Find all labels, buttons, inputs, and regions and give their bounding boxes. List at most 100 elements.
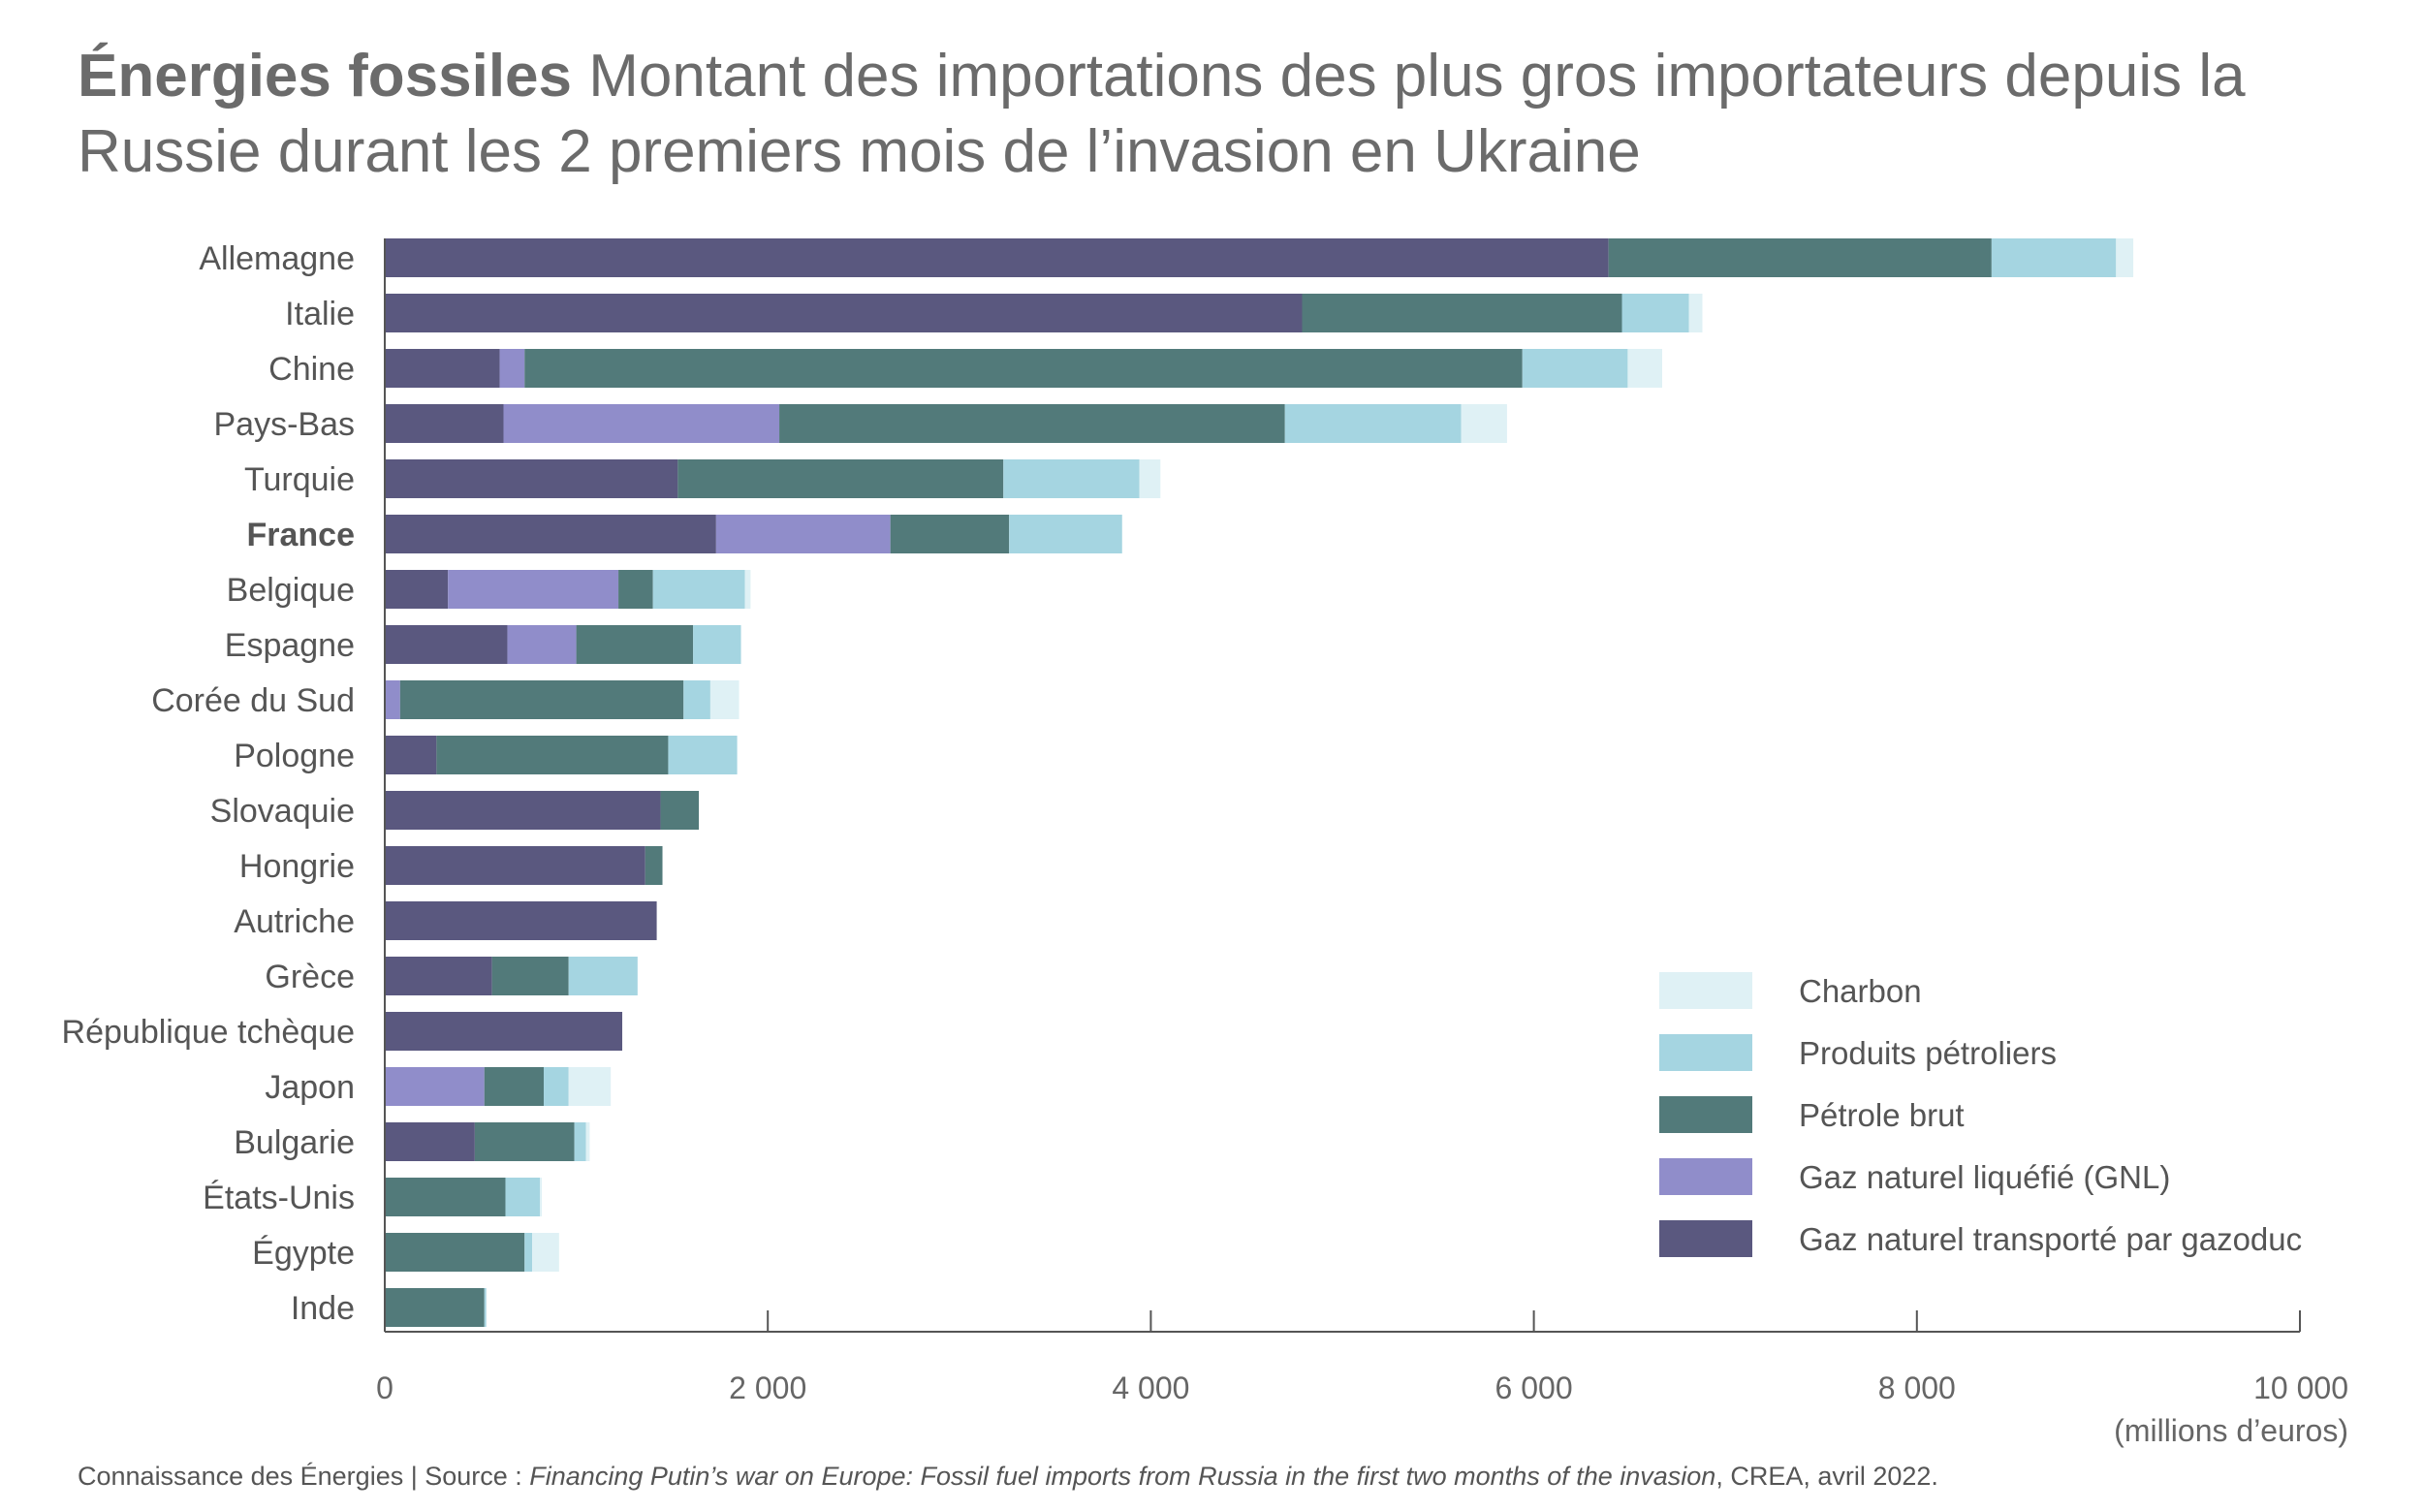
chart-title-rest: Montant des importations des plus gros i… bbox=[78, 43, 2246, 185]
bar-italie-petrole bbox=[1302, 294, 1622, 332]
category-label-belgique: Belgique bbox=[227, 572, 355, 609]
bar-france-petrole bbox=[890, 515, 1010, 553]
legend-label-petrole: Pétrole brut bbox=[1799, 1097, 1965, 1133]
category-label-coree-du-sud: Corée du Sud bbox=[151, 682, 355, 719]
x-tick-label-4000: 4 000 bbox=[1112, 1370, 1189, 1405]
category-label-autriche: Autriche bbox=[234, 903, 355, 940]
bar-espagne-gnl bbox=[507, 625, 577, 664]
bar-egypte-charbon bbox=[532, 1233, 559, 1272]
bar-hongrie-petrole bbox=[645, 846, 663, 885]
bar-pays-bas-gazoduc bbox=[385, 404, 504, 443]
bar-japon-gnl bbox=[385, 1067, 485, 1106]
bar-chine-charbon bbox=[1627, 349, 1662, 388]
legend-swatch-gazoduc bbox=[1659, 1220, 1752, 1257]
bar-autriche-gazoduc bbox=[385, 901, 657, 940]
bar-allemagne-gazoduc bbox=[385, 238, 1609, 277]
bar-coree-du-sud-petrole bbox=[399, 680, 684, 719]
bar-pays-bas-gnl bbox=[503, 404, 780, 443]
bar-pologne-gazoduc bbox=[385, 736, 437, 774]
category-label-hongrie: Hongrie bbox=[239, 848, 355, 885]
x-axis: 0 2 000 4 000 6 000 8 000 10 000 bbox=[376, 238, 2348, 1405]
category-label-egypte: Égypte bbox=[252, 1235, 355, 1272]
source-report-title: Financing Putin’s war on Europe: Fossil … bbox=[529, 1462, 1716, 1491]
legend-swatch-charbon bbox=[1659, 972, 1752, 1009]
legend-label-charbon: Charbon bbox=[1799, 973, 1922, 1009]
bar-espagne-petrole bbox=[576, 625, 694, 664]
bar-turquie-petrole bbox=[677, 459, 1004, 498]
bar-pays-bas-produits bbox=[1284, 404, 1462, 443]
category-labels-group: Allemagne Italie Chine Pays-Bas Turquie Franc… bbox=[62, 240, 355, 1327]
bar-italie-produits bbox=[1621, 294, 1689, 332]
category-label-japon: Japon bbox=[265, 1069, 355, 1106]
bar-inde-produits bbox=[484, 1288, 487, 1327]
bar-pologne-produits bbox=[668, 736, 738, 774]
bar-bulgarie-charbon bbox=[585, 1122, 590, 1161]
bar-bulgarie-gazoduc bbox=[385, 1122, 475, 1161]
bar-inde-petrole bbox=[385, 1288, 485, 1327]
bar-france-produits bbox=[1009, 515, 1122, 553]
bar-hongrie-gazoduc bbox=[385, 846, 645, 885]
bar-france-gnl bbox=[715, 515, 891, 553]
bar-chine-gazoduc bbox=[385, 349, 500, 388]
bar-japon-petrole bbox=[484, 1067, 545, 1106]
bar-bulgarie-petrole bbox=[474, 1122, 575, 1161]
legend-swatch-petrole bbox=[1659, 1096, 1752, 1133]
bar-egypte-produits bbox=[524, 1233, 533, 1272]
bar-chine-produits bbox=[1522, 349, 1628, 388]
legend: Charbon Produits pétroliers Pétrole brut Ga… bbox=[1659, 972, 2302, 1257]
legend-swatch-gnl bbox=[1659, 1158, 1752, 1195]
bar-coree-du-sud-charbon bbox=[709, 680, 739, 719]
x-tick-label-10000: 10 000 bbox=[2253, 1370, 2348, 1405]
category-label-inde: Inde bbox=[291, 1290, 355, 1327]
bar-japon-charbon bbox=[568, 1067, 612, 1106]
category-label-allemagne: Allemagne bbox=[199, 240, 355, 277]
chart-title: Énergies fossiles Montant des importatio… bbox=[78, 39, 2365, 190]
legend-label-produits: Produits pétroliers bbox=[1799, 1035, 2057, 1071]
bar-pays-bas-charbon bbox=[1461, 404, 1507, 443]
category-label-slovaquie: Slovaquie bbox=[210, 793, 355, 830]
x-tick-label-2000: 2 000 bbox=[729, 1370, 806, 1405]
x-tick-label-8000: 8 000 bbox=[1878, 1370, 1956, 1405]
bars-group bbox=[385, 238, 2134, 1327]
bar-belgique-gazoduc bbox=[385, 570, 449, 609]
bar-pologne-petrole bbox=[436, 736, 669, 774]
bar-chine-gnl bbox=[499, 349, 525, 388]
bar-belgique-petrole bbox=[618, 570, 653, 609]
bar-coree-du-sud-produits bbox=[683, 680, 710, 719]
bar-egypte-petrole bbox=[385, 1233, 525, 1272]
bar-allemagne-charbon bbox=[2116, 238, 2134, 277]
chart-title-bold: Énergies fossiles bbox=[78, 43, 573, 110]
category-label-bulgarie: Bulgarie bbox=[234, 1124, 355, 1161]
bar-belgique-produits bbox=[652, 570, 745, 609]
bar-grece-petrole bbox=[491, 957, 569, 995]
bar-japon-produits bbox=[544, 1067, 569, 1106]
bar-chine-petrole bbox=[524, 349, 1523, 388]
bar-republique-tcheque-gazoduc bbox=[385, 1012, 623, 1051]
legend-label-gazoduc: Gaz naturel transporté par gazoduc bbox=[1799, 1221, 2302, 1257]
bar-italie-gazoduc bbox=[385, 294, 1303, 332]
bar-etats-unis-petrole bbox=[385, 1178, 506, 1216]
bar-etats-unis-charbon bbox=[540, 1178, 543, 1216]
bar-bulgarie-produits bbox=[574, 1122, 586, 1161]
bar-allemagne-petrole bbox=[1608, 238, 1992, 277]
category-label-grece: Grèce bbox=[265, 959, 355, 995]
category-label-chine: Chine bbox=[268, 351, 355, 388]
x-tick-label-6000: 6 000 bbox=[1495, 1370, 1573, 1405]
bar-italie-charbon bbox=[1688, 294, 1703, 332]
bar-coree-du-sud-gnl bbox=[385, 680, 400, 719]
category-label-italie: Italie bbox=[285, 296, 355, 332]
legend-swatch-produits bbox=[1659, 1034, 1752, 1071]
x-axis-label: (millions d’euros) bbox=[2114, 1413, 2348, 1448]
bar-turquie-charbon bbox=[1139, 459, 1161, 498]
category-label-pays-bas: Pays-Bas bbox=[214, 406, 356, 443]
bar-espagne-gazoduc bbox=[385, 625, 508, 664]
category-label-etats-unis: États-Unis bbox=[203, 1180, 355, 1216]
category-label-france: France bbox=[247, 517, 356, 553]
bar-espagne-produits bbox=[693, 625, 741, 664]
category-label-pologne: Pologne bbox=[234, 738, 355, 774]
bar-grece-gazoduc bbox=[385, 957, 492, 995]
bar-etats-unis-produits bbox=[505, 1178, 541, 1216]
source-note: Connaissance des Énergies | Source : Fin… bbox=[78, 1462, 1938, 1492]
bar-chart: Allemagne Italie Chine Pays-Bas Turquie Franc… bbox=[62, 238, 2348, 1448]
bar-slovaquie-gazoduc bbox=[385, 791, 661, 830]
